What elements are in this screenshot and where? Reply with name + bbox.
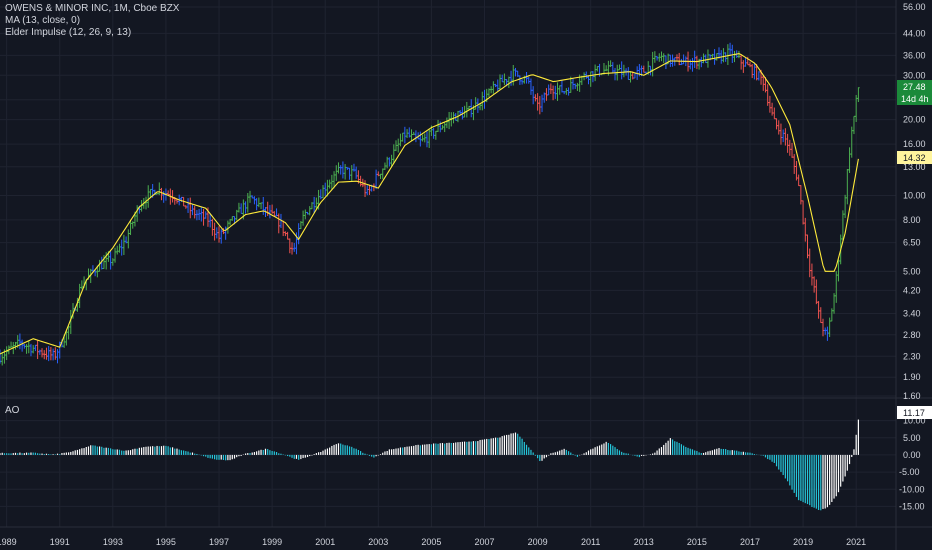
time-tick-label: 1991 [50,537,70,547]
time-axis[interactable]: 1989 1991 1993 1995 1997 1999 2001 2003 2005 2007… [0,537,866,547]
price-badge: 27.48 [897,80,932,93]
time-tick-label: 2021 [846,537,866,547]
time-tick-label: 2007 [474,537,494,547]
ao-tick-label: -15.00 [899,501,925,511]
price-tick-label: 16.00 [903,139,926,149]
price-badge-text: 27.48 [903,82,926,92]
ma-badge-text: 14.32 [903,153,926,163]
price-tick-label: 20.00 [903,115,926,125]
price-tick-label: 10.00 [903,190,926,200]
ao-legend[interactable]: AO [5,405,20,416]
countdown-badge-text: 14d 4h [901,94,929,104]
price-axis[interactable]: 56.0044.0036.0030.0024.0020.0016.0013.00… [903,2,926,401]
price-tick-label: 5.00 [903,266,921,276]
price-tick-label: 44.00 [903,28,926,38]
ao-tick-label: -10.00 [899,484,925,494]
ma-badge: 14.32 [897,151,932,164]
ao-badge: 11.17 [897,406,932,419]
time-tick-label: 2009 [528,537,548,547]
time-tick-label: 2005 [421,537,441,547]
price-tick-label: 2.30 [903,351,921,361]
time-tick-label: 2001 [315,537,335,547]
price-tick-label: 56.00 [903,2,926,12]
time-tick-label: 1989 [0,537,17,547]
time-tick-label: 1999 [262,537,282,547]
price-tick-label: 1.90 [903,372,921,382]
ao-badge-text: 11.17 [903,408,925,418]
impulse-legend[interactable]: Elder Impulse (12, 26, 9, 13) [5,27,132,38]
price-tick-label: 36.00 [903,50,926,60]
price-tick-label: 4.20 [903,285,921,295]
grid-lines [0,0,896,527]
time-tick-label: 2015 [687,537,707,547]
time-tick-label: 1997 [209,537,229,547]
ma-line [0,53,859,355]
price-tick-label: 13.00 [903,162,926,172]
price-tick-label: 8.00 [903,215,921,225]
time-tick-label: 2017 [740,537,760,547]
price-tick-label: 2.80 [903,330,921,340]
time-tick-label: 1995 [156,537,176,547]
time-tick-label: 2013 [634,537,654,547]
candle [857,87,860,103]
time-tick-label: 2011 [581,537,600,547]
time-tick-label: 2019 [793,537,813,547]
ao-tick-label: -5.00 [899,467,920,477]
ao-histogram [0,419,859,511]
time-tick-label: 1993 [103,537,123,547]
time-tick-label: 2003 [368,537,388,547]
countdown-badge: 14d 4h [897,93,932,105]
ma-legend[interactable]: MA (13, close, 0) [5,15,81,26]
ao-tick-label: 0.00 [903,450,921,460]
price-tick-label: 30.00 [903,70,926,80]
ao-tick-label: 10.00 [903,416,926,426]
price-tick-label: 3.40 [903,309,921,319]
price-tick-label: 1.60 [903,391,921,401]
ao-tick-label: 5.00 [903,433,921,443]
symbol-title[interactable]: OWENS & MINOR INC, 1M, Cboe BZX [5,3,180,14]
price-tick-label: 6.50 [903,238,921,248]
ao-axis[interactable]: 10.00 5.00 0.00 -5.00 -10.00 -15.00 [899,416,926,512]
